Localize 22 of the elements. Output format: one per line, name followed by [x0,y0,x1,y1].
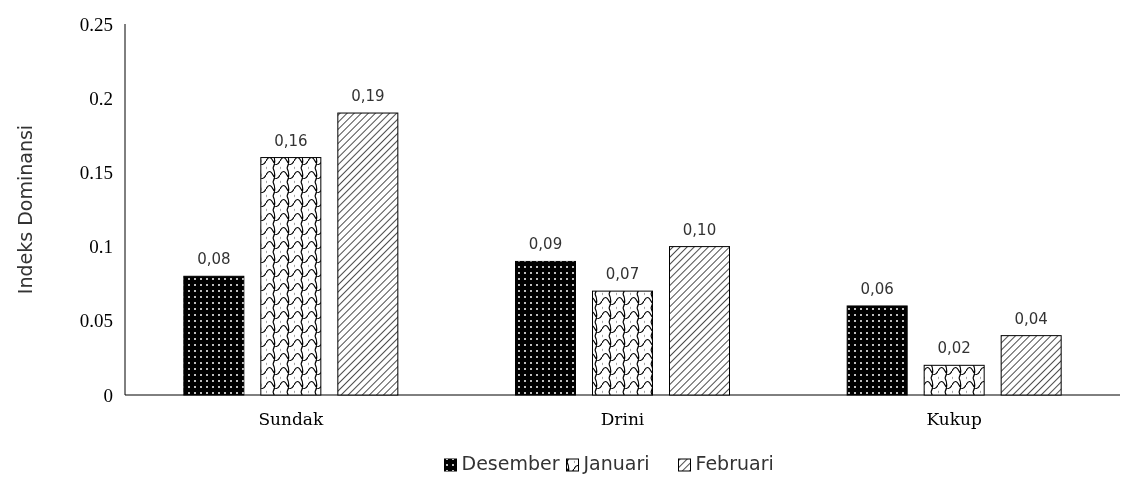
legend-label: Desember [461,452,560,474]
x-tick-label: Kukup [926,409,982,429]
data-label: 0,09 [528,235,563,254]
data-label: 0,10 [682,220,717,239]
data-label: 0,16 [274,131,308,150]
legend-label: Februari [695,452,774,474]
y-tick-label: 0.1 [89,236,113,258]
y-tick-label: 0.05 [79,310,113,332]
y-axis-title: Indeks Dominansi [14,124,36,295]
y-tick-label: 0.25 [79,13,113,35]
y-tick-label: 0.15 [79,162,113,184]
y-tick-label: 0.2 [89,87,113,109]
data-label: 0,08 [197,250,231,269]
x-tick-label: Sundak [258,409,324,429]
x-tick-label: Drini [600,409,645,429]
y-tick-label: 0 [103,384,113,406]
data-label: 0,04 [1014,309,1048,328]
data-label: 0,02 [937,339,971,358]
data-label: 0,07 [605,265,640,284]
legend-label: Januari [582,452,650,474]
data-label: 0,19 [351,87,385,106]
data-label: 0,06 [860,279,894,298]
